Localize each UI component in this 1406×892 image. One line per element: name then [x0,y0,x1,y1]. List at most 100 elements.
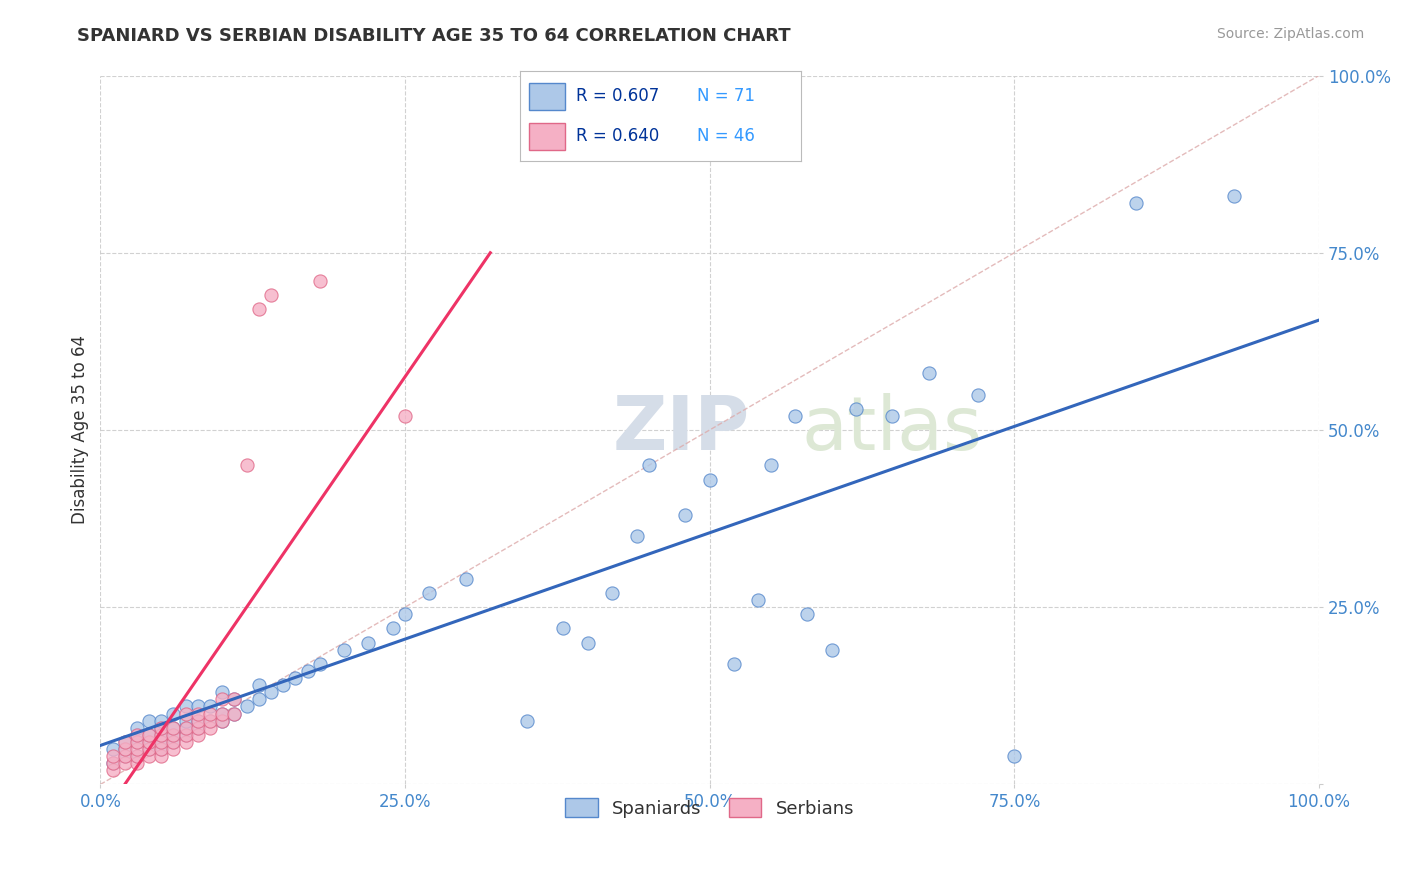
Legend: Spaniards, Serbians: Spaniards, Serbians [558,791,862,825]
Point [394,607,416,622]
Point [211,706,233,721]
Point [723,657,745,671]
Point [125,728,148,742]
Point [260,288,283,302]
Point [271,678,294,692]
Point [381,622,404,636]
Point [747,593,769,607]
Point [125,749,148,764]
Point [125,742,148,756]
Point [125,756,148,771]
Point [138,735,160,749]
Point [198,714,221,728]
Text: SPANIARD VS SERBIAN DISABILITY AGE 35 TO 64 CORRELATION CHART: SPANIARD VS SERBIAN DISABILITY AGE 35 TO… [77,27,792,45]
Point [394,409,416,423]
Point [454,572,477,586]
Point [247,692,270,706]
Text: ZIP: ZIP [612,393,749,467]
Point [162,742,184,756]
Point [174,699,197,714]
Point [699,473,721,487]
Point [820,642,842,657]
Point [101,756,124,771]
Point [187,699,209,714]
Point [1222,189,1244,203]
Point [150,735,173,749]
Point [966,387,988,401]
Point [150,742,173,756]
Point [211,706,233,721]
Point [138,742,160,756]
Point [162,728,184,742]
Point [162,721,184,735]
Point [162,721,184,735]
Point [198,706,221,721]
Point [174,728,197,742]
Point [211,714,233,728]
Point [125,735,148,749]
FancyBboxPatch shape [529,123,565,150]
Point [576,635,599,649]
Point [224,692,246,706]
Point [187,728,209,742]
Text: atlas: atlas [801,393,981,467]
Point [198,699,221,714]
Point [150,721,173,735]
Point [333,642,356,657]
Point [101,764,124,778]
Point [673,508,696,522]
Point [418,586,440,600]
Point [224,706,246,721]
Point [235,458,257,473]
Point [125,735,148,749]
Point [174,721,197,735]
Point [198,714,221,728]
Point [882,409,904,423]
Point [198,721,221,735]
Point [150,735,173,749]
Point [260,685,283,699]
Point [516,714,538,728]
Point [138,742,160,756]
Point [783,409,806,423]
Point [138,714,160,728]
Point [796,607,818,622]
Point [211,714,233,728]
Point [138,728,160,742]
Point [187,714,209,728]
Point [150,728,173,742]
Point [125,721,148,735]
FancyBboxPatch shape [529,83,565,110]
Point [114,742,136,756]
Point [626,529,648,543]
Point [187,721,209,735]
Point [284,671,307,685]
Point [553,622,575,636]
Point [114,749,136,764]
Point [308,657,330,671]
Point [150,742,173,756]
Point [211,685,233,699]
Point [138,728,160,742]
Point [162,735,184,749]
Point [101,742,124,756]
Text: Source: ZipAtlas.com: Source: ZipAtlas.com [1216,27,1364,41]
Point [247,302,270,317]
Text: N = 71: N = 71 [697,87,755,105]
Point [125,749,148,764]
Point [187,706,209,721]
Point [174,735,197,749]
Point [114,742,136,756]
Point [150,714,173,728]
Point [224,692,246,706]
Point [162,706,184,721]
Point [187,721,209,735]
Point [308,274,330,288]
Point [247,678,270,692]
Point [125,728,148,742]
Point [174,706,197,721]
Point [101,749,124,764]
Point [101,756,124,771]
Point [150,728,173,742]
Point [297,664,319,678]
